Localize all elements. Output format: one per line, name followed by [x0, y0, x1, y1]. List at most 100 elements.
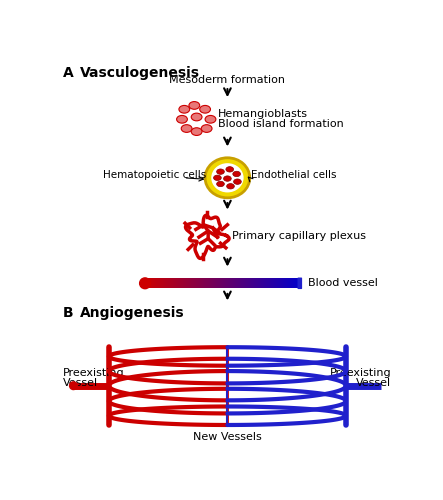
Bar: [275, 278, 276, 288]
Bar: [241, 278, 242, 288]
Text: Blood vessel: Blood vessel: [307, 278, 377, 288]
Bar: [300, 278, 301, 288]
Bar: [226, 278, 227, 288]
Bar: [184, 278, 185, 288]
Bar: [275, 278, 276, 288]
Bar: [268, 278, 269, 288]
Text: Vessel: Vessel: [62, 378, 98, 388]
Bar: [179, 278, 180, 288]
Bar: [211, 278, 212, 288]
Bar: [192, 278, 193, 288]
Bar: [262, 278, 263, 288]
Bar: [199, 278, 200, 288]
Bar: [173, 278, 174, 288]
Bar: [211, 278, 212, 288]
Bar: [282, 278, 283, 288]
Bar: [167, 278, 168, 288]
Bar: [146, 278, 147, 288]
Bar: [268, 278, 269, 288]
Bar: [158, 278, 159, 288]
Bar: [277, 278, 278, 288]
Bar: [204, 278, 205, 288]
Bar: [181, 278, 182, 288]
Bar: [189, 278, 190, 288]
Ellipse shape: [201, 124, 212, 132]
Bar: [215, 278, 216, 288]
Bar: [149, 278, 150, 288]
Bar: [261, 278, 262, 288]
Bar: [292, 278, 293, 288]
Bar: [297, 278, 298, 288]
Bar: [150, 278, 151, 288]
Bar: [191, 278, 192, 288]
Bar: [172, 278, 173, 288]
Bar: [187, 278, 188, 288]
Bar: [208, 278, 209, 288]
Bar: [189, 278, 190, 288]
Bar: [234, 278, 235, 288]
Bar: [194, 278, 195, 288]
Bar: [262, 278, 263, 288]
Bar: [212, 278, 213, 288]
Bar: [278, 278, 279, 288]
Bar: [150, 278, 151, 288]
Bar: [246, 278, 247, 288]
Bar: [151, 278, 152, 288]
Bar: [242, 278, 243, 288]
Bar: [289, 278, 290, 288]
Bar: [287, 278, 288, 288]
Bar: [244, 278, 245, 288]
Circle shape: [70, 382, 77, 390]
Bar: [235, 278, 236, 288]
Bar: [219, 278, 220, 288]
Bar: [256, 278, 257, 288]
Bar: [277, 278, 278, 288]
Bar: [271, 278, 272, 288]
Bar: [288, 278, 289, 288]
Text: Vasculogenesis: Vasculogenesis: [80, 66, 200, 80]
Bar: [173, 278, 174, 288]
Bar: [195, 278, 196, 288]
Bar: [301, 278, 302, 288]
Bar: [154, 278, 155, 288]
Bar: [238, 278, 239, 288]
Bar: [294, 278, 295, 288]
Bar: [241, 278, 242, 288]
Bar: [257, 278, 258, 288]
Text: Hematopoietic cells: Hematopoietic cells: [103, 170, 206, 180]
Bar: [245, 278, 246, 288]
Bar: [180, 278, 181, 288]
Bar: [267, 278, 268, 288]
Bar: [167, 278, 168, 288]
Bar: [248, 278, 249, 288]
Text: Vessel: Vessel: [356, 378, 392, 388]
Bar: [223, 278, 224, 288]
Bar: [165, 278, 166, 288]
Bar: [225, 278, 226, 288]
Bar: [244, 278, 245, 288]
Bar: [249, 278, 250, 288]
Bar: [161, 278, 162, 288]
Text: Primary capillary plexus: Primary capillary plexus: [232, 231, 366, 241]
Text: Endothelial cells: Endothelial cells: [251, 170, 336, 180]
Bar: [221, 278, 222, 288]
Bar: [264, 278, 265, 288]
Bar: [196, 278, 197, 288]
Bar: [297, 278, 298, 288]
Bar: [203, 278, 204, 288]
Bar: [200, 278, 201, 288]
Bar: [224, 278, 225, 288]
Bar: [201, 278, 202, 288]
Text: Mesoderm formation: Mesoderm formation: [169, 76, 285, 86]
Bar: [162, 278, 163, 288]
Ellipse shape: [181, 124, 192, 132]
Bar: [274, 278, 275, 288]
Bar: [179, 278, 180, 288]
Bar: [197, 278, 198, 288]
Bar: [232, 278, 233, 288]
Bar: [240, 278, 241, 288]
Bar: [236, 278, 237, 288]
Bar: [198, 278, 199, 288]
Ellipse shape: [191, 128, 202, 136]
Bar: [170, 278, 171, 288]
